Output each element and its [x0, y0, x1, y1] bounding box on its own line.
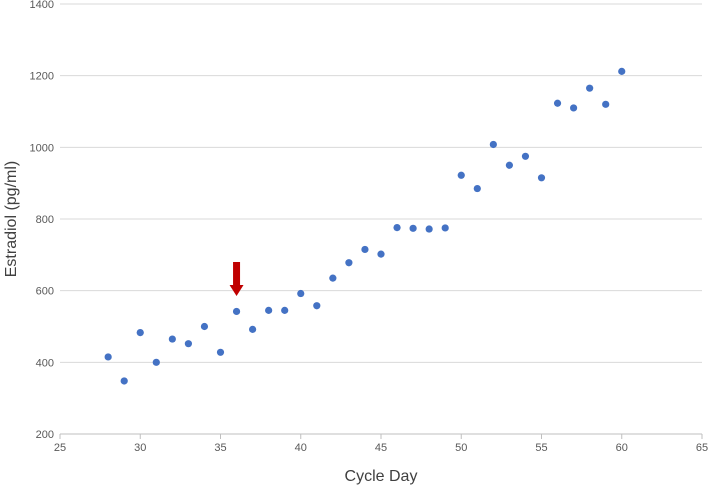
x-tick-label: 35 — [214, 442, 226, 454]
data-point — [489, 140, 497, 149]
x-axis — [59, 433, 703, 439]
data-point — [104, 353, 112, 361]
data-point — [553, 99, 562, 107]
data-point — [505, 161, 513, 169]
data-point — [216, 348, 225, 356]
data-points — [104, 67, 626, 385]
data-point — [329, 274, 337, 282]
y-tick-label: 400 — [36, 357, 54, 369]
marker-arrow-head — [229, 285, 244, 297]
data-point — [602, 100, 610, 108]
x-axis-title: Cycle Day — [345, 468, 418, 485]
x-tick-label: 45 — [375, 442, 387, 454]
data-point — [232, 307, 241, 316]
data-point — [313, 302, 321, 310]
x-tick-label: 65 — [696, 442, 708, 454]
data-point — [537, 174, 546, 182]
marker-arrow — [229, 262, 244, 297]
data-point — [377, 250, 385, 258]
x-tick-label: 50 — [455, 442, 467, 454]
data-point — [249, 325, 257, 333]
y-axis-title: Estradiol (pg/ml) — [3, 161, 20, 277]
y-tick-label: 1200 — [30, 71, 54, 83]
data-point — [521, 152, 530, 160]
x-tick-label: 55 — [535, 442, 547, 454]
data-point — [618, 67, 626, 75]
data-point — [361, 245, 369, 254]
y-tick-label: 1000 — [30, 142, 54, 154]
y-tick-label: 600 — [36, 286, 54, 298]
y-tick-label: 800 — [36, 214, 54, 226]
data-point — [168, 335, 176, 343]
x-tick-label: 40 — [295, 442, 307, 454]
data-point — [345, 259, 353, 267]
data-point — [425, 225, 433, 233]
annotations — [229, 262, 244, 297]
data-point — [409, 224, 417, 232]
data-point — [200, 322, 209, 331]
data-point — [152, 358, 160, 366]
data-point — [265, 306, 273, 314]
marker-arrow-shaft — [233, 262, 241, 287]
x-tick-label: 30 — [134, 442, 146, 454]
y-axis-ticks: 200 400 600 800 1000 1200 1400 — [30, 0, 54, 441]
data-point — [136, 328, 144, 337]
x-tick-label: 60 — [616, 442, 628, 454]
data-point — [570, 104, 578, 112]
y-tick-label: 1400 — [30, 0, 54, 11]
data-point — [586, 84, 594, 92]
data-point — [441, 224, 449, 232]
data-point — [473, 184, 481, 193]
data-point — [393, 224, 401, 232]
data-point — [184, 340, 192, 348]
y-tick-label: 200 — [36, 429, 54, 441]
data-point — [297, 289, 305, 298]
data-point — [120, 377, 128, 385]
x-axis-ticks: 25 30 35 40 45 50 55 60 65 — [54, 442, 708, 454]
x-tick-label: 25 — [54, 442, 66, 454]
gridlines — [60, 3, 702, 363]
data-point — [457, 171, 465, 179]
data-point — [281, 306, 289, 314]
